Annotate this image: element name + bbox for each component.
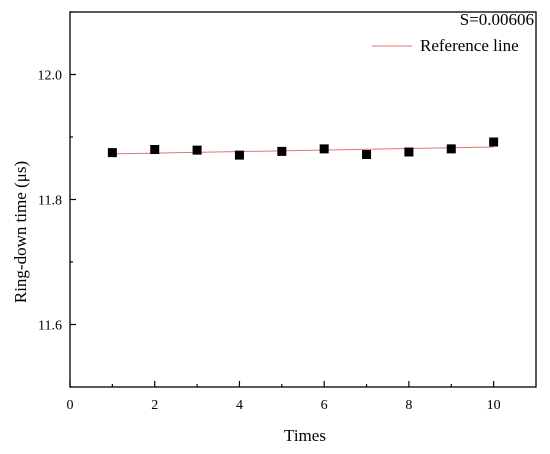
data-point [192,145,202,155]
x-axis-title: Times [284,426,326,445]
data-point [362,150,372,159]
reference-line [112,146,494,155]
y-axis-title: Ring-down time (μs) [11,161,30,303]
data-point [150,145,160,154]
x-tick-label: 2 [151,398,158,413]
data-point [107,148,117,158]
data-point [446,144,456,154]
reference-line-layer [112,146,494,155]
data-point [234,150,244,160]
legend-label-reference-line: Reference line [420,36,519,55]
x-tick-label: 4 [236,398,243,413]
x-tick-label: 10 [487,398,501,413]
data-point [319,144,329,154]
y-tick-label: 11.6 [38,319,62,334]
x-tick-label: 0 [67,398,74,413]
data-point [404,147,414,157]
plot-frame [69,11,537,388]
y-tick-label: 11.8 [38,194,62,209]
plot-axes: 0 2 4 6 8 10 11.6 11.8 12.0 [38,11,537,413]
y-tick-label: 12.0 [38,69,63,84]
data-points-layer [107,137,499,160]
x-tick-label: 8 [405,398,412,413]
s-annotation: S=0.00606 [460,10,534,29]
data-point [277,146,287,156]
data-point [489,137,499,147]
x-tick-label: 6 [321,398,328,413]
